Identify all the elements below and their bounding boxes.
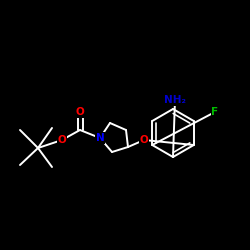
Text: NH₂: NH₂: [164, 95, 186, 105]
Text: N: N: [96, 133, 104, 143]
Text: O: O: [76, 107, 84, 117]
Text: O: O: [58, 135, 66, 145]
Text: F: F: [212, 107, 218, 117]
Text: O: O: [140, 135, 148, 145]
